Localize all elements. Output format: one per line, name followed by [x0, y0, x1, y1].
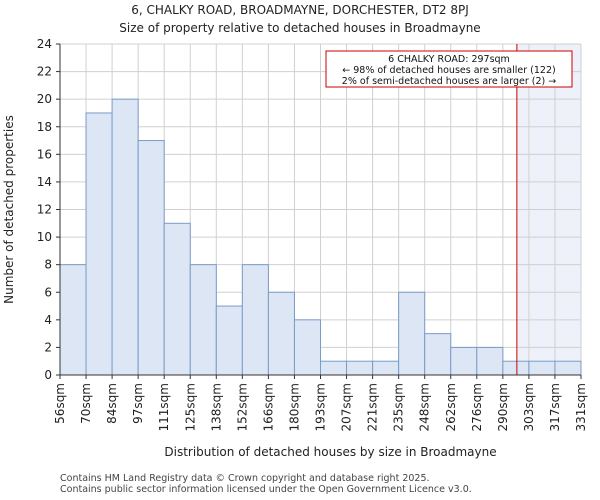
x-tick-label: 276sqm: [470, 383, 484, 431]
bar: [59, 264, 87, 376]
y-axis-label: Number of detached properties: [2, 115, 16, 304]
annotation-text-line: ← 98% of detached houses are smaller (12…: [342, 65, 555, 76]
bar: [450, 346, 478, 376]
x-tick-label: 125sqm: [183, 383, 197, 431]
bar: [424, 333, 452, 376]
bar: [189, 264, 217, 376]
annotation-box: [325, 50, 573, 88]
bar: [215, 305, 243, 376]
bar: [398, 291, 426, 376]
x-tick-label: 290sqm: [496, 383, 510, 431]
footer-licence: Contains public sector information licen…: [60, 484, 472, 495]
bar: [111, 98, 139, 376]
y-tick-label: 2: [44, 340, 52, 354]
x-tick-label: 331sqm: [574, 383, 588, 431]
footer-copyright: Contains HM Land Registry data © Crown c…: [60, 473, 430, 484]
y-tick-label: 10: [37, 230, 52, 244]
bar: [241, 264, 269, 376]
x-tick-label: 56sqm: [53, 383, 67, 424]
bar: [163, 222, 191, 376]
annotation-text-line: 2% of semi-detached houses are larger (2…: [342, 76, 556, 87]
x-tick-label: 207sqm: [340, 383, 354, 431]
bar: [476, 346, 504, 376]
x-tick-label: 235sqm: [392, 383, 406, 431]
x-axis-label: Distribution of detached houses by size …: [164, 445, 496, 459]
x-tick-label: 248sqm: [418, 383, 432, 431]
y-tick-label: 24: [37, 37, 52, 51]
x-tick-label: 193sqm: [314, 383, 328, 431]
bar: [346, 360, 374, 376]
chart-subtitle: Size of property relative to detached ho…: [119, 21, 481, 35]
x-tick-label: 152sqm: [235, 383, 249, 431]
x-tick-label: 97sqm: [131, 383, 145, 424]
chart-title: 6, CHALKY ROAD, BROADMAYNE, DORCHESTER, …: [131, 3, 469, 17]
y-tick-label: 20: [37, 92, 52, 106]
x-tick-label: 262sqm: [444, 383, 458, 431]
annotation-text-line: 6 CHALKY ROAD: 297sqm: [388, 54, 510, 65]
y-tick-label: 22: [37, 65, 52, 79]
y-tick-label: 16: [37, 147, 52, 161]
x-tick-label: 317sqm: [548, 383, 562, 431]
bar: [372, 360, 400, 376]
x-tick-label: 70sqm: [79, 383, 93, 424]
bar: [320, 360, 348, 376]
bar: [502, 360, 530, 376]
x-tick-label: 111sqm: [157, 383, 171, 431]
x-tick-label: 303sqm: [522, 383, 536, 431]
bar: [554, 360, 582, 376]
x-tick-label: 221sqm: [366, 383, 380, 431]
bar: [137, 140, 165, 376]
bar: [528, 360, 556, 376]
y-tick-label: 8: [44, 258, 52, 272]
y-tick-label: 6: [44, 285, 52, 299]
y-tick-label: 14: [37, 175, 52, 189]
x-tick-label: 166sqm: [261, 383, 275, 431]
x-tick-label: 84sqm: [105, 383, 119, 424]
bar: [293, 319, 322, 376]
bar: [267, 291, 295, 376]
y-tick-label: 0: [44, 368, 52, 382]
y-tick-label: 12: [37, 203, 52, 217]
y-tick-label: 18: [37, 120, 52, 134]
x-tick-label: 138sqm: [209, 383, 223, 431]
y-tick-label: 4: [44, 313, 52, 327]
bar: [85, 112, 113, 376]
x-tick-label: 180sqm: [287, 383, 301, 431]
